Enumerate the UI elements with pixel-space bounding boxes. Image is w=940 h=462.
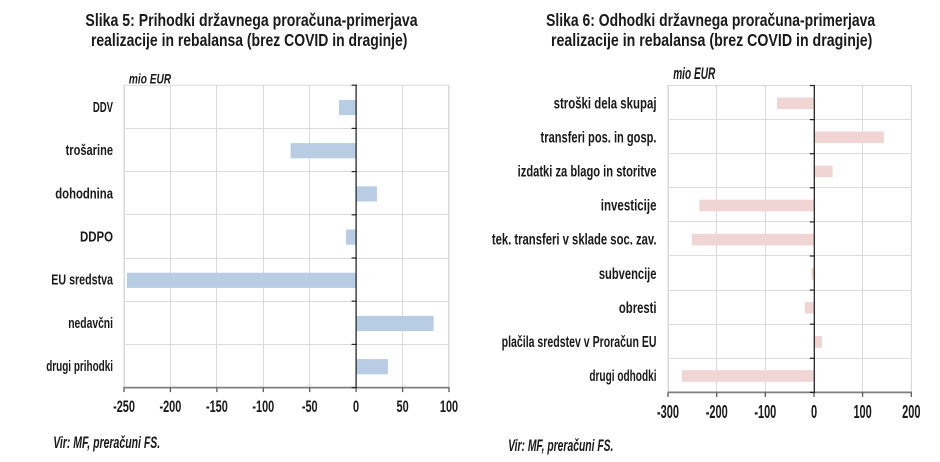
- svg-text:transferi pos. in gosp.: transferi pos. in gosp.: [541, 128, 657, 145]
- svg-text:-300: -300: [657, 402, 679, 423]
- svg-text:dohodnina: dohodnina: [55, 185, 113, 202]
- svg-text:plačila sredstev v Proračun EU: plačila sredstev v Proračun EU: [502, 333, 657, 351]
- svg-text:-150: -150: [206, 397, 228, 416]
- svg-text:0: 0: [811, 402, 817, 423]
- svg-text:200: 200: [902, 402, 920, 423]
- svg-text:realizacije in rebalansa (brez: realizacije in rebalansa (brez COVID in …: [91, 32, 407, 51]
- svg-text:-100: -100: [754, 402, 776, 423]
- svg-text:-200: -200: [706, 402, 728, 423]
- svg-text:drugi odhodki: drugi odhodki: [589, 367, 656, 385]
- svg-text:mio EUR: mio EUR: [129, 71, 171, 87]
- svg-text:Slika 5: Prihodki državnega pr: Slika 5: Prihodki državnega proračuna-pr…: [85, 12, 417, 31]
- svg-text:obresti: obresti: [619, 298, 657, 316]
- svg-text:nedavčni: nedavčni: [68, 315, 113, 331]
- svg-text:0: 0: [353, 397, 359, 416]
- svg-text:investicije: investicije: [601, 196, 657, 214]
- svg-text:tek. transferi v sklade soc. z: tek. transferi v sklade soc. zav.: [492, 230, 657, 248]
- svg-text:DDPO: DDPO: [80, 228, 113, 245]
- svg-text:Slika 6: Odhodki državnega pro: Slika 6: Odhodki državnega proračuna-pri…: [546, 12, 875, 31]
- svg-text:subvencije: subvencije: [599, 265, 657, 282]
- svg-text:drugi prihodki: drugi prihodki: [46, 358, 113, 374]
- svg-text:-250: -250: [113, 397, 135, 416]
- svg-text:izdatki za blago in storitve: izdatki za blago in storitve: [518, 163, 657, 180]
- svg-text:-200: -200: [159, 397, 181, 416]
- svg-text:100: 100: [853, 402, 871, 423]
- svg-text:trošarine: trošarine: [66, 142, 113, 159]
- svg-text:realizacije in rebalansa (brez: realizacije in rebalansa (brez COVID in …: [551, 32, 872, 51]
- svg-text:mio EUR: mio EUR: [673, 64, 715, 82]
- svg-text:-100: -100: [252, 397, 274, 416]
- svg-text:DDV: DDV: [93, 99, 114, 115]
- svg-text:EU sredstva: EU sredstva: [51, 272, 114, 288]
- svg-text:stroški dela skupaj: stroški dela skupaj: [554, 93, 657, 111]
- svg-text:-50: -50: [302, 397, 318, 416]
- svg-text:Vir: MF, preračuni FS.: Vir: MF, preračuni FS.: [508, 435, 613, 454]
- svg-text:50: 50: [397, 397, 409, 416]
- svg-text:100: 100: [440, 397, 458, 416]
- svg-text:Vir: MF, preračuni FS.: Vir: MF, preračuni FS.: [53, 432, 160, 451]
